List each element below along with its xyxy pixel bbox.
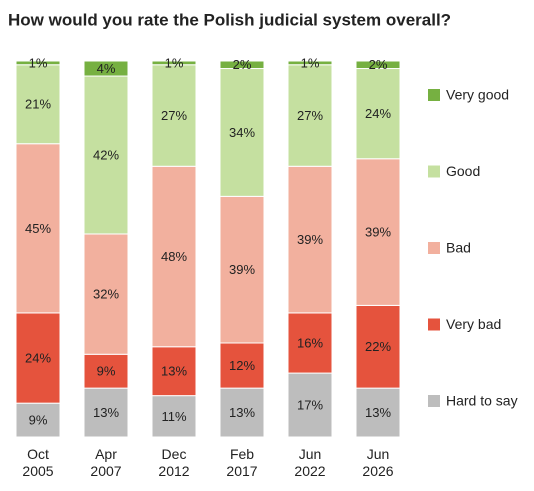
value-label: 42% (93, 147, 119, 162)
value-label: 27% (297, 108, 323, 123)
legend-swatch (428, 395, 440, 407)
value-label: 24% (25, 350, 51, 365)
value-label: 9% (97, 364, 116, 379)
value-label: 1% (165, 55, 184, 70)
bar-segment (83, 60, 129, 77)
bar-segment (219, 68, 265, 197)
legend-swatch (428, 242, 440, 254)
value-label: 13% (365, 405, 391, 420)
value-label: 1% (301, 55, 320, 70)
x-tick-label: Apr 2007 (90, 446, 121, 479)
value-label: 39% (365, 225, 391, 240)
value-label: 24% (365, 106, 391, 121)
bar-segment (287, 64, 333, 167)
value-label: 48% (161, 249, 187, 264)
value-label: 1% (29, 55, 48, 70)
value-label: 34% (229, 125, 255, 140)
chart-title: How would you rate the Polish judicial s… (8, 10, 451, 29)
value-label: 32% (93, 287, 119, 302)
value-label: 45% (25, 221, 51, 236)
value-label: 22% (365, 339, 391, 354)
legend-swatch (428, 165, 440, 178)
value-label: 17% (297, 397, 323, 412)
bar-segment (15, 60, 61, 66)
bar-segment (287, 165, 333, 314)
legend-label: Very bad (446, 316, 501, 332)
bar-segment (355, 387, 401, 438)
value-label: 2% (233, 57, 252, 72)
value-label: 39% (297, 232, 323, 247)
bar-segment (219, 60, 265, 70)
legend-label: Bad (446, 240, 471, 256)
bar-segment (83, 75, 129, 235)
x-tick-label: Oct 2005 (22, 446, 53, 479)
bar-segment (15, 64, 61, 145)
value-label: 9% (29, 413, 48, 428)
legend-label: Very good (446, 87, 509, 103)
bar-segment (151, 60, 197, 66)
bar-segment (83, 353, 129, 389)
value-label: 39% (229, 262, 255, 277)
legend-swatch (428, 318, 440, 331)
value-label: 2% (369, 57, 388, 72)
value-label: 12% (229, 358, 255, 373)
bar-segment (287, 60, 333, 66)
bar-segment (355, 60, 401, 70)
bar-segment (355, 68, 401, 160)
x-tick-label: Jun 2026 (362, 446, 393, 479)
legend-swatch (428, 89, 440, 101)
bar-segment (151, 395, 197, 438)
bar-segment (151, 165, 197, 348)
bar-segment (287, 372, 333, 438)
value-label: 11% (161, 409, 186, 424)
value-label: 13% (93, 405, 119, 420)
bar-segment (83, 233, 129, 355)
bar-segment (15, 402, 61, 438)
bar-segment (15, 312, 61, 404)
value-label: 27% (161, 108, 187, 123)
bar-segment (151, 346, 197, 397)
bar-segment (219, 387, 265, 438)
x-tick-label: Feb 2017 (226, 446, 257, 479)
legend-label: Hard to say (446, 393, 518, 409)
bar-segment (219, 195, 265, 344)
bar-segment (219, 342, 265, 389)
value-label: 16% (297, 335, 323, 350)
x-tick-label: Dec 2012 (158, 446, 189, 479)
value-label: 4% (97, 61, 116, 76)
value-label: 13% (229, 405, 255, 420)
legend-label: Good (446, 163, 480, 179)
bar-segment (287, 312, 333, 374)
value-label: 13% (161, 364, 187, 379)
value-label: 21% (25, 97, 51, 112)
x-tick-label: Jun 2022 (294, 446, 325, 479)
